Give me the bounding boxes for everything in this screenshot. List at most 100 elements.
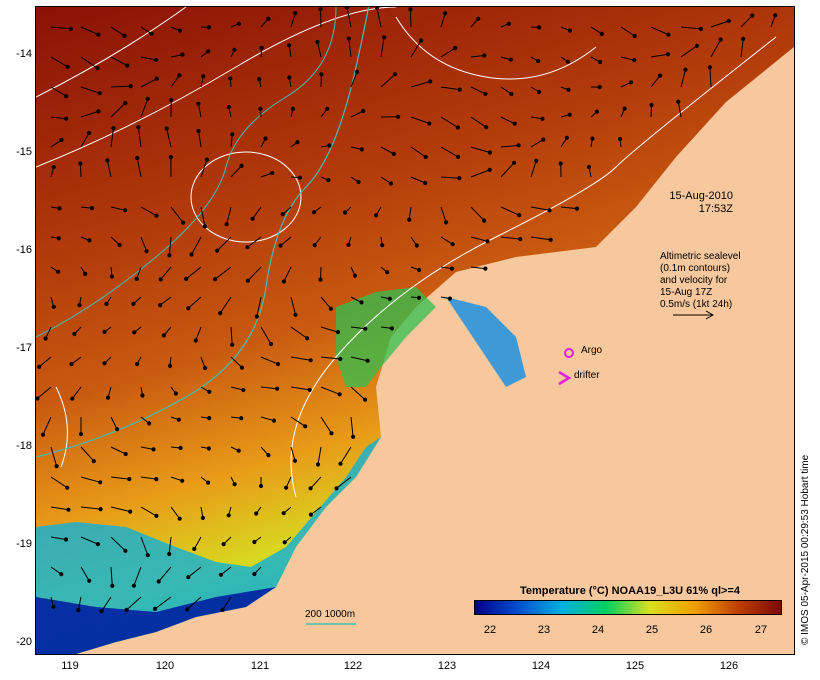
velocity-arrow	[45, 326, 52, 339]
velocity-arrow-head	[64, 116, 69, 121]
velocity-arrow-head	[297, 175, 303, 180]
colorbar	[474, 600, 782, 615]
velocity-arrow-head	[51, 604, 56, 609]
timestamp-time: 17:53Z	[698, 203, 733, 215]
velocity-arrow	[80, 476, 101, 483]
velocity-arrow-head	[632, 58, 637, 63]
velocity-arrow	[110, 476, 130, 480]
velocity-arrow	[137, 127, 142, 148]
velocity-arrow	[187, 566, 202, 578]
velocity-arrow-head	[676, 99, 681, 104]
velocity-arrow-head	[140, 393, 145, 398]
velocity-arrow-head	[359, 300, 364, 305]
velocity-arrow-head	[416, 295, 422, 300]
velocity-arrow-head	[110, 583, 115, 588]
velocity-arrow-head	[327, 143, 332, 148]
velocity-arrow	[470, 86, 486, 95]
velocity-arrow-head	[69, 362, 74, 367]
velocity-arrow	[230, 165, 242, 178]
velocity-arrow-head	[72, 331, 77, 337]
velocity-arrow-head	[169, 97, 174, 103]
velocity-arrow	[710, 20, 729, 28]
velocity-arrow-head	[308, 512, 313, 517]
velocity-arrow	[310, 506, 322, 515]
velocity-arrow-head	[115, 427, 120, 432]
velocity-arrow-head	[666, 32, 671, 37]
velocity-arrow	[470, 169, 490, 178]
velocity-arrow-head	[91, 459, 96, 464]
x-tick: 124	[531, 660, 551, 672]
velocity-arrow-head	[254, 511, 259, 516]
velocity-arrow	[290, 12, 296, 28]
velocity-arrow	[376, 7, 382, 28]
velocity-arrow	[346, 7, 352, 28]
velocity-arrow-head	[131, 301, 136, 306]
velocity-arrow-head	[586, 165, 592, 170]
velocity-arrow-head	[56, 236, 61, 241]
velocity-arrow-head	[391, 151, 396, 156]
velocity-arrow	[110, 26, 125, 37]
velocity-arrow-head	[54, 464, 59, 469]
velocity-arrow	[50, 56, 68, 68]
velocity-arrow-head	[83, 271, 88, 276]
velocity-arrow-head	[111, 126, 116, 131]
velocity-arrow-head	[156, 579, 161, 584]
velocity-arrow-head	[356, 179, 361, 185]
velocity-arrow-head	[176, 417, 181, 422]
velocity-arrow-head	[363, 397, 368, 402]
velocity-arrow-head	[215, 248, 220, 253]
velocity-arrow-head	[161, 333, 167, 338]
velocity-arrow	[198, 130, 202, 148]
velocity-arrow-head	[483, 266, 488, 271]
y-tick: -17	[16, 342, 32, 354]
velocity-arrow-head	[144, 249, 149, 254]
velocity-arrow-head	[278, 243, 283, 248]
velocity-arrow-head	[158, 303, 163, 308]
y-tick: -15	[16, 146, 32, 158]
velocity-arrow	[200, 206, 206, 227]
velocity-arrow-head	[280, 212, 285, 217]
velocity-arrow-head	[180, 52, 185, 57]
velocity-arrow	[290, 386, 310, 391]
velocity-arrow-head	[135, 361, 140, 367]
velocity-arrow	[320, 9, 322, 28]
velocity-arrow-head	[99, 609, 104, 614]
reference-velocity-arrow	[673, 310, 715, 320]
velocity-arrow-head	[258, 106, 263, 111]
velocity-arrow	[380, 37, 385, 58]
velocity-arrow-head	[167, 253, 172, 258]
velocity-arrow-head	[151, 447, 156, 452]
velocity-arrow	[336, 476, 352, 489]
velocity-arrow	[677, 101, 682, 118]
velocity-arrow-head	[152, 606, 158, 612]
velocity-arrow	[530, 236, 551, 241]
velocity-arrow-head	[487, 167, 492, 172]
velocity-arrow-head	[95, 66, 100, 71]
velocity-arrow	[50, 139, 62, 148]
velocity-arrow-head	[123, 101, 128, 106]
velocity-arrow-head	[484, 125, 489, 130]
velocity-note-line: Altimetric sealevel	[660, 251, 741, 262]
velocity-arrow	[740, 38, 744, 58]
velocity-arrow-head	[457, 176, 462, 181]
velocity-arrow	[226, 206, 232, 225]
velocity-arrow-head	[147, 421, 152, 426]
velocity-arrow-head	[407, 217, 412, 222]
velocity-arrow-head	[206, 25, 212, 30]
velocity-arrow-head	[203, 365, 208, 371]
velocity-arrow-head	[307, 387, 312, 392]
velocity-arrow	[140, 98, 149, 118]
velocity-arrow-head	[201, 74, 206, 79]
velocity-arrow-head	[250, 216, 255, 221]
velocity-arrow	[230, 326, 233, 345]
velocity-arrow-head	[132, 330, 137, 335]
velocity-arrow-head	[773, 13, 778, 18]
velocity-arrow	[222, 596, 232, 611]
velocity-arrow-head	[455, 125, 460, 130]
velocity-arrow-head	[282, 540, 287, 545]
velocity-arrow-head	[388, 181, 394, 186]
velocity-arrow-head	[694, 43, 700, 48]
velocity-arrow	[80, 446, 95, 462]
y-tick: -14	[16, 48, 32, 60]
velocity-arrow	[410, 176, 426, 184]
